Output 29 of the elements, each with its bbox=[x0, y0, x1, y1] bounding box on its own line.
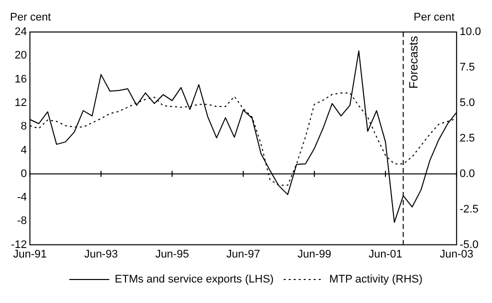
y-tick-label: 4 bbox=[20, 144, 27, 156]
y2-tick-label: 7.5 bbox=[460, 62, 475, 74]
x-tick-label: Jun-91 bbox=[13, 248, 47, 260]
y2-tick-label: -2.5 bbox=[460, 203, 479, 216]
y2-tick-label: 0.0 bbox=[460, 168, 475, 180]
legend-label: MTP activity (RHS) bbox=[329, 274, 423, 286]
x-tick-label: Jun-93 bbox=[84, 248, 118, 260]
y2-tick-label: 10.0 bbox=[460, 26, 482, 38]
x-tick-label: Jun-03 bbox=[440, 248, 474, 260]
x-tick-label: Jun-01 bbox=[368, 248, 402, 260]
x-tick-label: Jun-97 bbox=[226, 248, 260, 260]
x-tick-label: Jun-99 bbox=[298, 248, 332, 260]
y2-tick-label: 2.5 bbox=[460, 132, 475, 144]
y2-tick-label: -5.0 bbox=[460, 238, 479, 251]
y-tick-label: 0 bbox=[20, 168, 27, 180]
ref-line-label: Forecasts bbox=[406, 36, 420, 89]
y2-axis-title: Per cent bbox=[414, 12, 455, 24]
y-tick-label: 16 bbox=[14, 73, 27, 86]
x-tick-label: Jun-95 bbox=[155, 248, 189, 260]
y-tick-label: 8 bbox=[20, 120, 27, 133]
y-tick-label: -4 bbox=[17, 192, 27, 204]
y-tick-label: 20 bbox=[14, 50, 27, 62]
y2-tick-label: 5.0 bbox=[460, 96, 475, 109]
y-tick-label: 12 bbox=[14, 96, 27, 109]
y-axis-title: Per cent bbox=[10, 12, 51, 24]
legend-label: ETMs and service exports (LHS) bbox=[114, 274, 274, 286]
y-tick-label: 24 bbox=[14, 26, 27, 38]
y-tick-label: -8 bbox=[17, 215, 27, 228]
y-tick-label: -12 bbox=[10, 238, 27, 251]
